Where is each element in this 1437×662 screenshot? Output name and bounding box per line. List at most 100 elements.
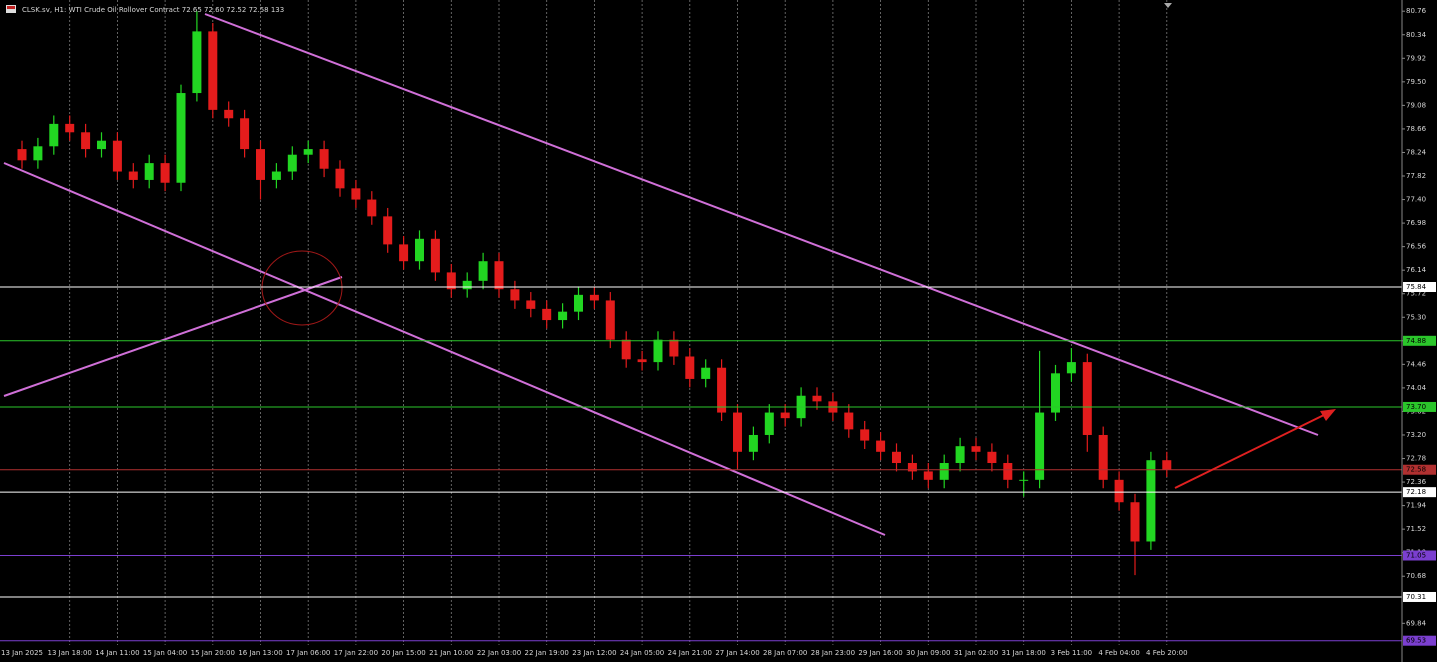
candle-body xyxy=(574,294,583,312)
candle-body xyxy=(653,339,663,363)
y-tick-label: 79.08 xyxy=(1406,101,1426,109)
candle-body xyxy=(367,199,377,217)
candle-body xyxy=(733,412,742,452)
candle-body xyxy=(271,171,281,180)
x-tick-label: 17 Jan 06:00 xyxy=(286,649,330,657)
y-tick-label: 77.40 xyxy=(1406,196,1426,204)
candle-body xyxy=(1114,479,1124,503)
y-tick-label: 74.46 xyxy=(1406,360,1427,368)
candle-body xyxy=(780,412,790,419)
candle-body xyxy=(510,289,520,301)
candle-body xyxy=(65,123,75,133)
candle-body xyxy=(144,163,154,180)
candle-body xyxy=(1098,434,1108,480)
level-label: 72.58 xyxy=(1406,466,1426,474)
candle-body xyxy=(383,216,393,245)
y-tick-label: 76.56 xyxy=(1406,243,1427,251)
x-tick-label: 4 Feb 20:00 xyxy=(1146,649,1187,657)
candle-body xyxy=(17,149,27,161)
candle-body xyxy=(717,367,727,413)
candle-body xyxy=(415,238,424,262)
x-tick-label: 28 Jan 23:00 xyxy=(811,649,855,657)
level-label: 69.53 xyxy=(1406,637,1426,645)
candle-body xyxy=(542,308,552,321)
level-label-box xyxy=(1403,591,1436,602)
x-tick-label: 31 Jan 02:00 xyxy=(954,649,998,657)
x-tick-label: 28 Jan 07:00 xyxy=(763,649,807,657)
candle-body xyxy=(319,149,329,169)
candle-body xyxy=(478,261,488,281)
level-label-box xyxy=(1403,550,1436,561)
candle-body xyxy=(844,412,854,430)
x-tick-label: 15 Jan 20:00 xyxy=(191,649,235,657)
candle-body xyxy=(939,463,949,480)
candle-body xyxy=(1130,502,1140,542)
x-tick-label: 30 Jan 09:00 xyxy=(906,649,950,657)
x-tick-label: 20 Jan 15:00 xyxy=(381,649,425,657)
candle-body xyxy=(812,395,822,402)
candle-body xyxy=(526,300,536,309)
symbol-icon-stripe xyxy=(7,6,15,9)
y-tick-label: 72.78 xyxy=(1406,455,1426,463)
x-tick-label: 31 Jan 18:00 xyxy=(1002,649,1046,657)
y-tick-label: 75.72 xyxy=(1406,290,1426,298)
candle-body xyxy=(303,149,313,155)
x-tick-label: 24 Jan 05:00 xyxy=(620,649,664,657)
level-label: 72.18 xyxy=(1406,488,1426,496)
channel-lower xyxy=(3,162,886,536)
y-tick-label: 78.66 xyxy=(1406,125,1427,133)
x-tick-label: 13 Jan 2025 xyxy=(1,649,43,657)
y-tick-label: 79.92 xyxy=(1406,54,1426,62)
x-tick-label: 24 Jan 21:00 xyxy=(668,649,712,657)
y-tick-label: 78.24 xyxy=(1406,148,1427,156)
candle-body xyxy=(589,294,599,301)
candle-body xyxy=(462,280,472,290)
candle-body xyxy=(1146,460,1156,542)
candle-body xyxy=(224,109,234,119)
candles xyxy=(17,11,1172,576)
level-label-box xyxy=(1403,401,1436,412)
candle-body xyxy=(287,154,297,172)
candle-body xyxy=(335,168,345,189)
chart-title: CLSK.sv, H1: WTI Crude Oil Rollover Cont… xyxy=(22,6,284,14)
candle-body xyxy=(1003,463,1013,480)
y-tick-label: 80.34 xyxy=(1406,31,1427,39)
level-label-box xyxy=(1403,635,1436,646)
candle-body xyxy=(240,118,250,150)
x-tick-label: 23 Jan 12:00 xyxy=(572,649,616,657)
level-label-box xyxy=(1403,335,1436,346)
candle-body xyxy=(1082,362,1092,435)
level-label: 73.70 xyxy=(1406,403,1426,411)
candle-body xyxy=(987,451,997,464)
x-tick-label: 17 Jan 22:00 xyxy=(334,649,378,657)
candle-body xyxy=(81,132,91,150)
candle-body xyxy=(494,261,504,290)
y-tick-label: 76.98 xyxy=(1406,219,1426,227)
y-tick-label: 73.20 xyxy=(1406,431,1426,439)
y-tick-label: 69.84 xyxy=(1406,619,1427,627)
level-label: 74.88 xyxy=(1406,337,1426,345)
candle-body xyxy=(351,188,361,200)
candle-body xyxy=(605,300,615,340)
highlight-circle xyxy=(261,250,343,326)
candle-body xyxy=(399,244,409,262)
level-label: 75.84 xyxy=(1406,283,1427,291)
candle-body xyxy=(701,367,711,379)
candle-body xyxy=(748,434,758,452)
y-tick-label: 79.50 xyxy=(1406,78,1426,86)
candle-body xyxy=(256,149,265,180)
candle-body xyxy=(955,446,965,464)
candle-body xyxy=(764,412,774,435)
candle-body xyxy=(176,93,186,183)
level-label: 71.05 xyxy=(1406,551,1426,559)
candle-body xyxy=(97,140,106,150)
candle-body xyxy=(876,440,886,452)
y-tick-label: 74.04 xyxy=(1406,384,1427,392)
level-label-box xyxy=(1403,281,1436,292)
candle-body xyxy=(446,272,456,290)
levels: 75.84 74.88 73.70 72.58 72.18 71.05 70.31 69.53 xyxy=(0,281,1436,646)
y-tick-label: 77.82 xyxy=(1406,172,1426,180)
x-tick-label: 4 Feb 04:00 xyxy=(1098,649,1139,657)
candle-body xyxy=(208,31,218,110)
